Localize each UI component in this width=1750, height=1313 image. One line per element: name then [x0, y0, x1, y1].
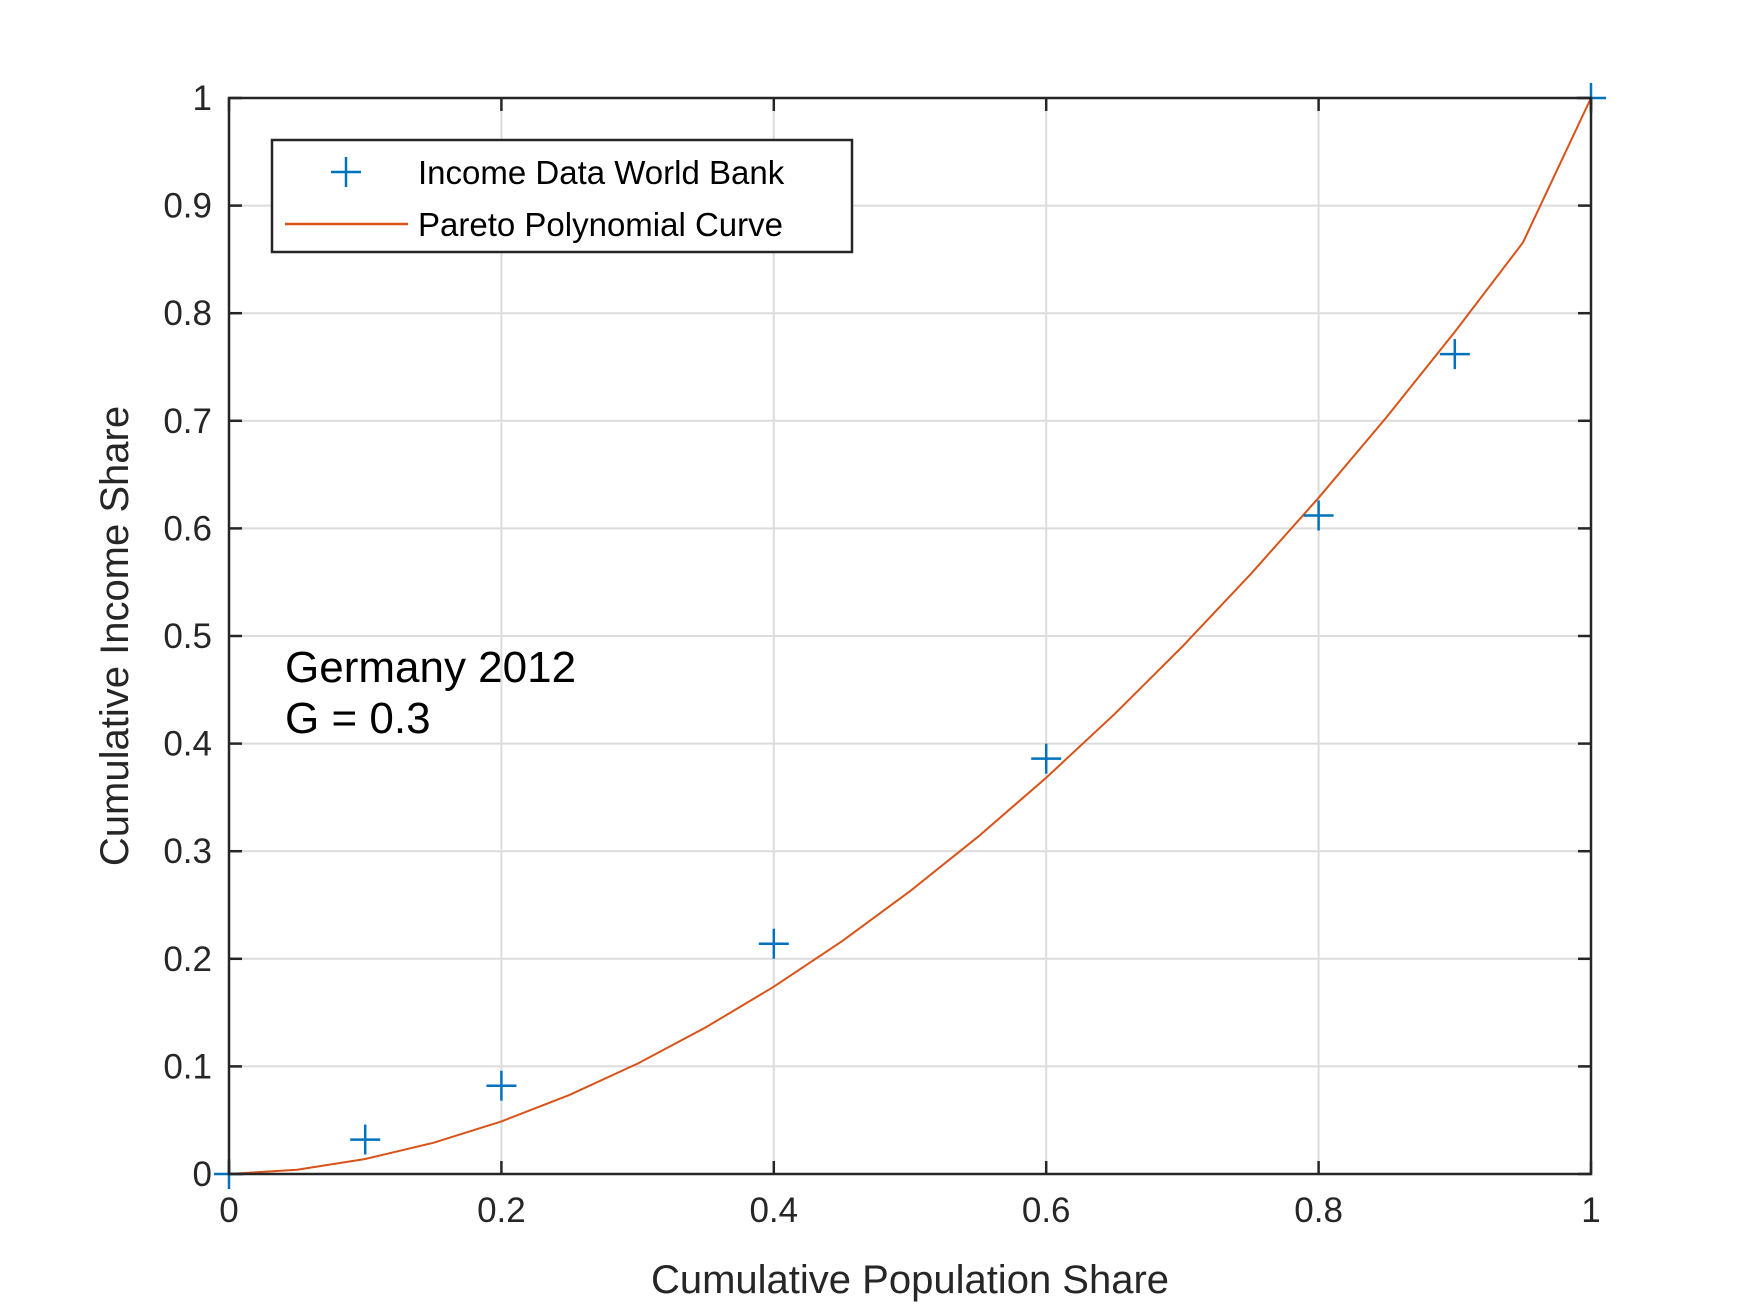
y-tick-label: 0.5: [163, 617, 212, 656]
data-point: [350, 1124, 381, 1155]
legend-marker-income-data: [331, 157, 361, 187]
x-axis-label: Cumulative Population Share: [651, 1258, 1169, 1302]
legend-box: [270, 138, 854, 254]
data-point: [1031, 743, 1062, 774]
annotation: Germany 2012 G = 0.3: [285, 643, 576, 743]
grid-lines: [228, 97, 1592, 1175]
y-tick-label: 0.2: [163, 940, 212, 979]
y-axis-label: Cumulative Income Share: [93, 406, 137, 866]
y-tick-label: 0.8: [163, 294, 212, 333]
x-tick-label: 0.6: [1022, 1191, 1071, 1230]
x-tick-label: 0: [219, 1191, 238, 1230]
legend-label-income-data: Income Data World Bank: [418, 154, 785, 191]
legend-label-pareto-curve: Pareto Polynomial Curve: [418, 206, 783, 243]
x-tick-label: 0.8: [1294, 1191, 1343, 1230]
annotation-line-1: Germany 2012: [285, 643, 576, 692]
y-tick-label: 0.7: [163, 402, 212, 441]
pareto-curve-line: [228, 97, 1592, 1175]
pareto-curve-layer: [228, 97, 1592, 1175]
data-point: [758, 928, 789, 959]
y-tick-label: 0.3: [163, 832, 212, 871]
data-point: [1439, 339, 1470, 370]
y-tick-label: 0: [193, 1155, 212, 1194]
y-tick-labels: 0 0.1 0.2 0.3 0.4 0.5 0.6 0.7 0.8 0.9 1: [163, 79, 212, 1194]
y-tick-label: 0.4: [163, 725, 212, 764]
x-tick-label: 0.4: [749, 1191, 798, 1230]
axis-ticks: [227, 96, 1593, 1176]
legend: Income Data World Bank Pareto Polynomial…: [270, 138, 854, 254]
data-point: [1303, 500, 1334, 531]
data-point: [486, 1070, 517, 1101]
annotation-line-2: G = 0.3: [285, 694, 431, 743]
y-tick-label: 0.9: [163, 187, 212, 226]
x-tick-labels: 0 0.2 0.4 0.6 0.8 1: [219, 1191, 1600, 1230]
x-tick-label: 0.2: [477, 1191, 526, 1230]
y-tick-label: 0.6: [163, 509, 212, 548]
x-tick-label: 1: [1581, 1191, 1600, 1230]
y-tick-label: 1: [193, 79, 212, 118]
y-tick-label: 0.1: [163, 1047, 212, 1086]
